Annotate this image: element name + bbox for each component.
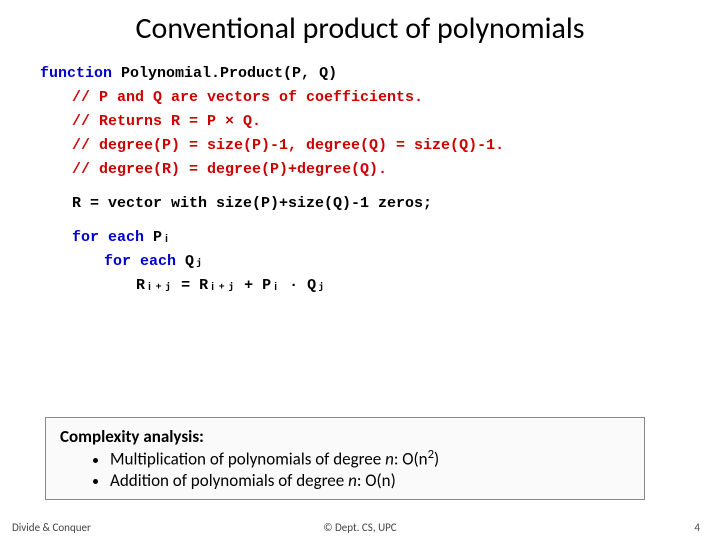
comment-3: // degree(P) = size(P)-1, degree(Q) = si… [72, 134, 690, 158]
for2-var: Qⱼ [185, 253, 203, 270]
comment-4: // degree(R) = degree(P)+degree(Q). [72, 158, 690, 182]
code-line-func: function Polynomial.Product(P, Q) [40, 62, 690, 86]
code-line-for1: for each Pᵢ [72, 226, 690, 250]
comment-1: // P and Q are vectors of coefficients. [72, 86, 690, 110]
bullet1-var: n [385, 449, 394, 470]
bullet1-post: : O(n [394, 449, 428, 470]
for1-var: Pᵢ [153, 229, 171, 246]
comment-2: // Returns R = P × Q. [72, 110, 690, 134]
complexity-box: Complexity analysis: Multiplication of p… [45, 417, 645, 500]
slide-title: Conventional product of polynomials [30, 10, 690, 47]
code-line-assign: R = vector with size(P)+size(Q)-1 zeros; [72, 192, 690, 216]
complexity-heading: Complexity analysis: [60, 426, 630, 447]
footer-center: © Dept. CS, UPC [0, 521, 720, 534]
assign-post: -1 zeros; [351, 195, 432, 212]
keyword-function: function [40, 65, 112, 82]
complexity-bullet-1: Multiplication of polynomials of degree … [110, 447, 630, 470]
footer-page-number: 4 [694, 521, 700, 534]
code-block: function Polynomial.Product(P, Q) // P a… [40, 62, 690, 298]
bullet1-close: ) [434, 449, 439, 470]
keyword-foreach-1: for each [72, 229, 144, 246]
bullet2-pre: Addition of polynomials of degree [110, 470, 348, 491]
complexity-bullet-2: Addition of polynomials of degree n: O(n… [110, 470, 630, 491]
bullet2-post: : O(n) [357, 470, 396, 491]
code-line-body: Rᵢ₊ⱼ = Rᵢ₊ⱼ + Pᵢ · Qⱼ [136, 274, 690, 298]
code-line-for2: for each Qⱼ [104, 250, 690, 274]
bullet1-pre: Multiplication of polynomials of degree [110, 449, 385, 470]
keyword-foreach-2: for each [104, 253, 176, 270]
bullet2-var: n [348, 470, 357, 491]
slide: Conventional product of polynomials func… [0, 0, 720, 540]
assign-pre: R = vector with size(P)+size(Q) [72, 195, 351, 212]
function-name: Polynomial.Product(P, Q) [121, 65, 337, 82]
